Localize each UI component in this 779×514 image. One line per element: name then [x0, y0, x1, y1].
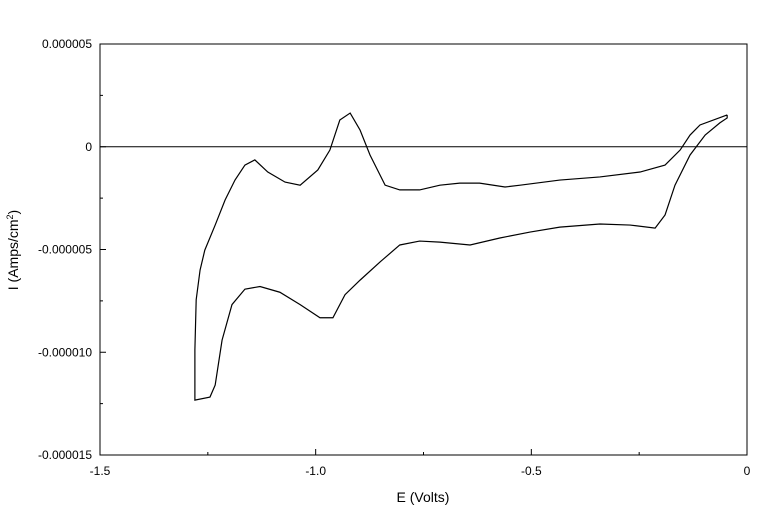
plot-frame: [99, 43, 748, 456]
x-axis-label: E (Volts): [397, 489, 450, 505]
y-tick-label: -0.000010: [38, 345, 92, 359]
x-tick-label: -0.5: [521, 464, 542, 478]
y-tick-label: -0.000015: [38, 448, 92, 462]
y-tick-label: -0.000005: [38, 243, 92, 257]
y-axis-label-end: ): [5, 210, 21, 215]
x-tick-label: 0: [744, 464, 751, 478]
y-axis-label: I (Amps/cm2): [5, 210, 21, 290]
x-tick-label: -1.0: [305, 464, 326, 478]
x-tick-label: -1.5: [90, 464, 111, 478]
data-line: [194, 112, 728, 401]
y-axis-label-text: I (Amps/cm: [5, 219, 21, 290]
y-axis-label-sup: 2: [5, 214, 15, 219]
y-tick-label: 0.000005: [42, 37, 92, 51]
y-tick-label: 0: [85, 140, 92, 154]
